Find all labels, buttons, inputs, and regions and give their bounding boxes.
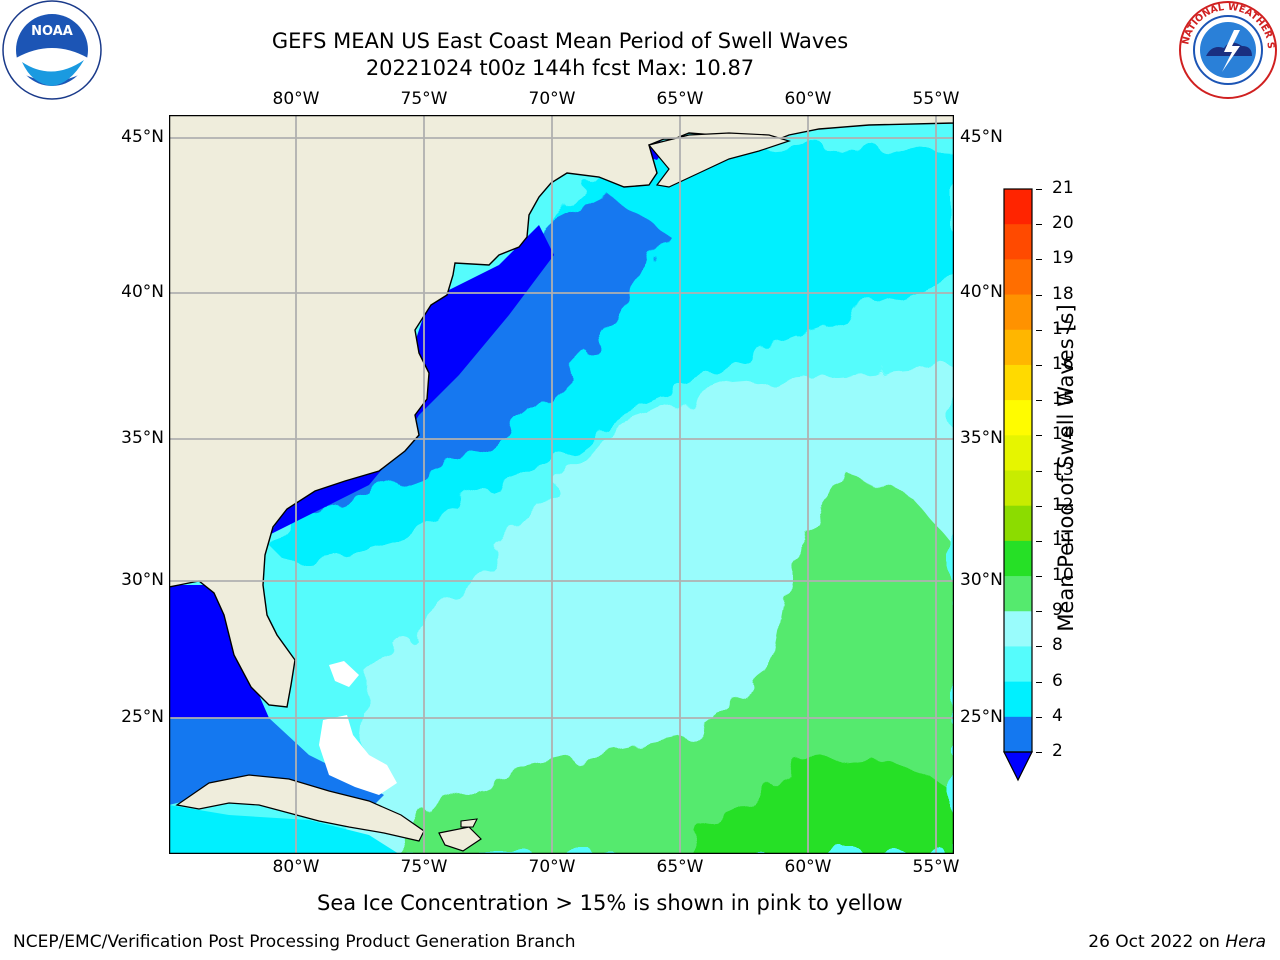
lon-label-top: 65°W <box>656 89 704 109</box>
lon-label-top: 60°W <box>784 89 832 109</box>
lat-label-right: 45°N <box>960 127 1003 147</box>
colorbar-tick-mark <box>1036 259 1042 261</box>
lat-label-left: 40°N <box>121 282 164 302</box>
lat-label-right: 30°N <box>960 570 1003 590</box>
colorbar-frame <box>1003 188 1033 753</box>
band-9-10s <box>399 475 954 854</box>
colorbar-segment <box>1004 224 1032 260</box>
colorbar-tick-label: 16 <box>1052 353 1074 374</box>
colorbar-segment <box>1004 294 1032 331</box>
colorbar-segment <box>1004 259 1032 296</box>
colorbar-tick-mark <box>1036 540 1042 542</box>
footer-date-text: 26 Oct 2022 on <box>1088 932 1226 952</box>
colorbar-tick-label: 18 <box>1052 283 1074 304</box>
colorbar-tick-mark <box>1036 752 1042 753</box>
colorbar <box>1003 188 1033 782</box>
colorbar-tick-label: 10 <box>1052 565 1074 586</box>
colorbar-segment <box>1004 329 1032 366</box>
colorbar-tick-label: 14 <box>1052 424 1074 445</box>
lat-label-right: 35°N <box>960 428 1003 448</box>
colorbar-tick-mark <box>1036 646 1042 648</box>
colorbar-tick-mark <box>1036 681 1042 683</box>
colorbar-under-triangle <box>1003 751 1033 782</box>
colorbar-segment <box>1004 576 1032 612</box>
colorbar-tick-mark <box>1036 576 1042 578</box>
sea-ice-note: Sea Ice Concentration > 15% is shown in … <box>317 891 903 915</box>
land-cuba <box>175 774 425 842</box>
map-subtitle: 20221024 t00z 144h fcst Max: 10.87 <box>365 56 755 80</box>
colorbar-tick-label: 12 <box>1052 494 1074 515</box>
lon-label-bottom: 80°W <box>272 857 320 877</box>
map-title: GEFS MEAN US East Coast Mean Period of S… <box>271 29 849 53</box>
lon-label-bottom: 60°W <box>784 857 832 877</box>
land-hispaniola <box>438 826 482 852</box>
nws-logo: NATIONAL WEATHER SERVICE <box>1176 0 1277 99</box>
bahamas-white-area <box>319 715 397 795</box>
colorbar-tick-mark <box>1036 224 1042 226</box>
colorbar-tick-label: 20 <box>1052 213 1074 234</box>
colorbar-segment <box>1004 716 1032 753</box>
colorbar-segment <box>1004 189 1032 225</box>
lat-label-left: 35°N <box>121 428 164 448</box>
colorbar-tick-mark <box>1036 470 1042 472</box>
lon-label-top: 80°W <box>272 89 320 109</box>
colorbar-tick-label: 2 <box>1052 741 1063 761</box>
lon-label-bottom: 55°W <box>912 857 960 877</box>
caribbean-band-4-6s <box>169 805 399 854</box>
colorbar-tick-mark <box>1036 329 1042 331</box>
lon-label-bottom: 65°W <box>656 857 704 877</box>
colorbar-tick-label: 11 <box>1052 529 1074 550</box>
colorbar-tick-label: 6 <box>1052 670 1063 691</box>
footer-credit: NCEP/EMC/Verification Post Processing Pr… <box>13 932 576 952</box>
land-north-america <box>169 115 954 708</box>
colorbar-segment <box>1004 646 1032 683</box>
colorbar-tick-label: 13 <box>1052 459 1074 480</box>
colorbar-label: Mean Period of Swell Waves [s] <box>1054 304 1078 632</box>
colorbar-tick-mark <box>1036 611 1042 613</box>
colorbar-tick-mark <box>1036 505 1042 507</box>
colorbar-segment <box>1004 505 1032 542</box>
lon-label-top: 55°W <box>912 89 960 109</box>
bahamas-white-north <box>329 661 359 687</box>
colorbar-tick-mark <box>1036 435 1042 437</box>
lon-label-bottom: 70°W <box>528 857 576 877</box>
land-nova-scotia <box>647 132 791 188</box>
lat-label-right: 40°N <box>960 282 1003 302</box>
colorbar-tick-label: 21 <box>1052 178 1074 198</box>
lon-label-bottom: 75°W <box>400 857 448 877</box>
graticule <box>169 115 954 854</box>
colorbar-tick-label: 17 <box>1052 318 1074 339</box>
colorbar-segment <box>1004 611 1032 647</box>
colorbar-tick-label: 19 <box>1052 248 1074 269</box>
colorbar-tick-label: 9 <box>1052 600 1063 621</box>
lat-label-left: 25°N <box>121 707 164 727</box>
band-10-11s <box>689 755 954 854</box>
colorbar-segment <box>1004 470 1032 507</box>
colorbar-segment <box>1004 400 1032 436</box>
gulf-band-2s <box>169 585 269 718</box>
lon-label-top: 70°W <box>528 89 576 109</box>
colorbar-tick-mark <box>1036 364 1042 366</box>
colorbar-tick-label: 4 <box>1052 705 1063 726</box>
colorbar-tick-label: 15 <box>1052 389 1074 410</box>
colorbar-tick-mark <box>1036 400 1042 402</box>
swell-period-map <box>169 115 954 854</box>
footer-date: 26 Oct 2022 on Hera <box>1088 932 1266 952</box>
lat-label-right: 25°N <box>960 707 1003 727</box>
colorbar-tick-mark <box>1036 294 1042 296</box>
colorbar-segment <box>1004 681 1032 718</box>
colorbar-segment <box>1004 540 1032 577</box>
footer-machine: Hera <box>1225 932 1266 952</box>
lat-label-left: 30°N <box>121 570 164 590</box>
colorbar-tick-mark <box>1036 716 1042 718</box>
lat-label-left: 45°N <box>121 127 164 147</box>
colorbar-tick-label: 8 <box>1052 635 1063 656</box>
land-puerto-rico <box>460 818 478 828</box>
lon-label-top: 75°W <box>400 89 448 109</box>
colorbar-tick-mark <box>1036 189 1042 190</box>
noaa-logo-text: NOAA <box>31 24 73 39</box>
colorbar-segment <box>1004 364 1032 401</box>
noaa-logo: NOAA <box>2 0 102 100</box>
colorbar-segment <box>1004 435 1032 471</box>
